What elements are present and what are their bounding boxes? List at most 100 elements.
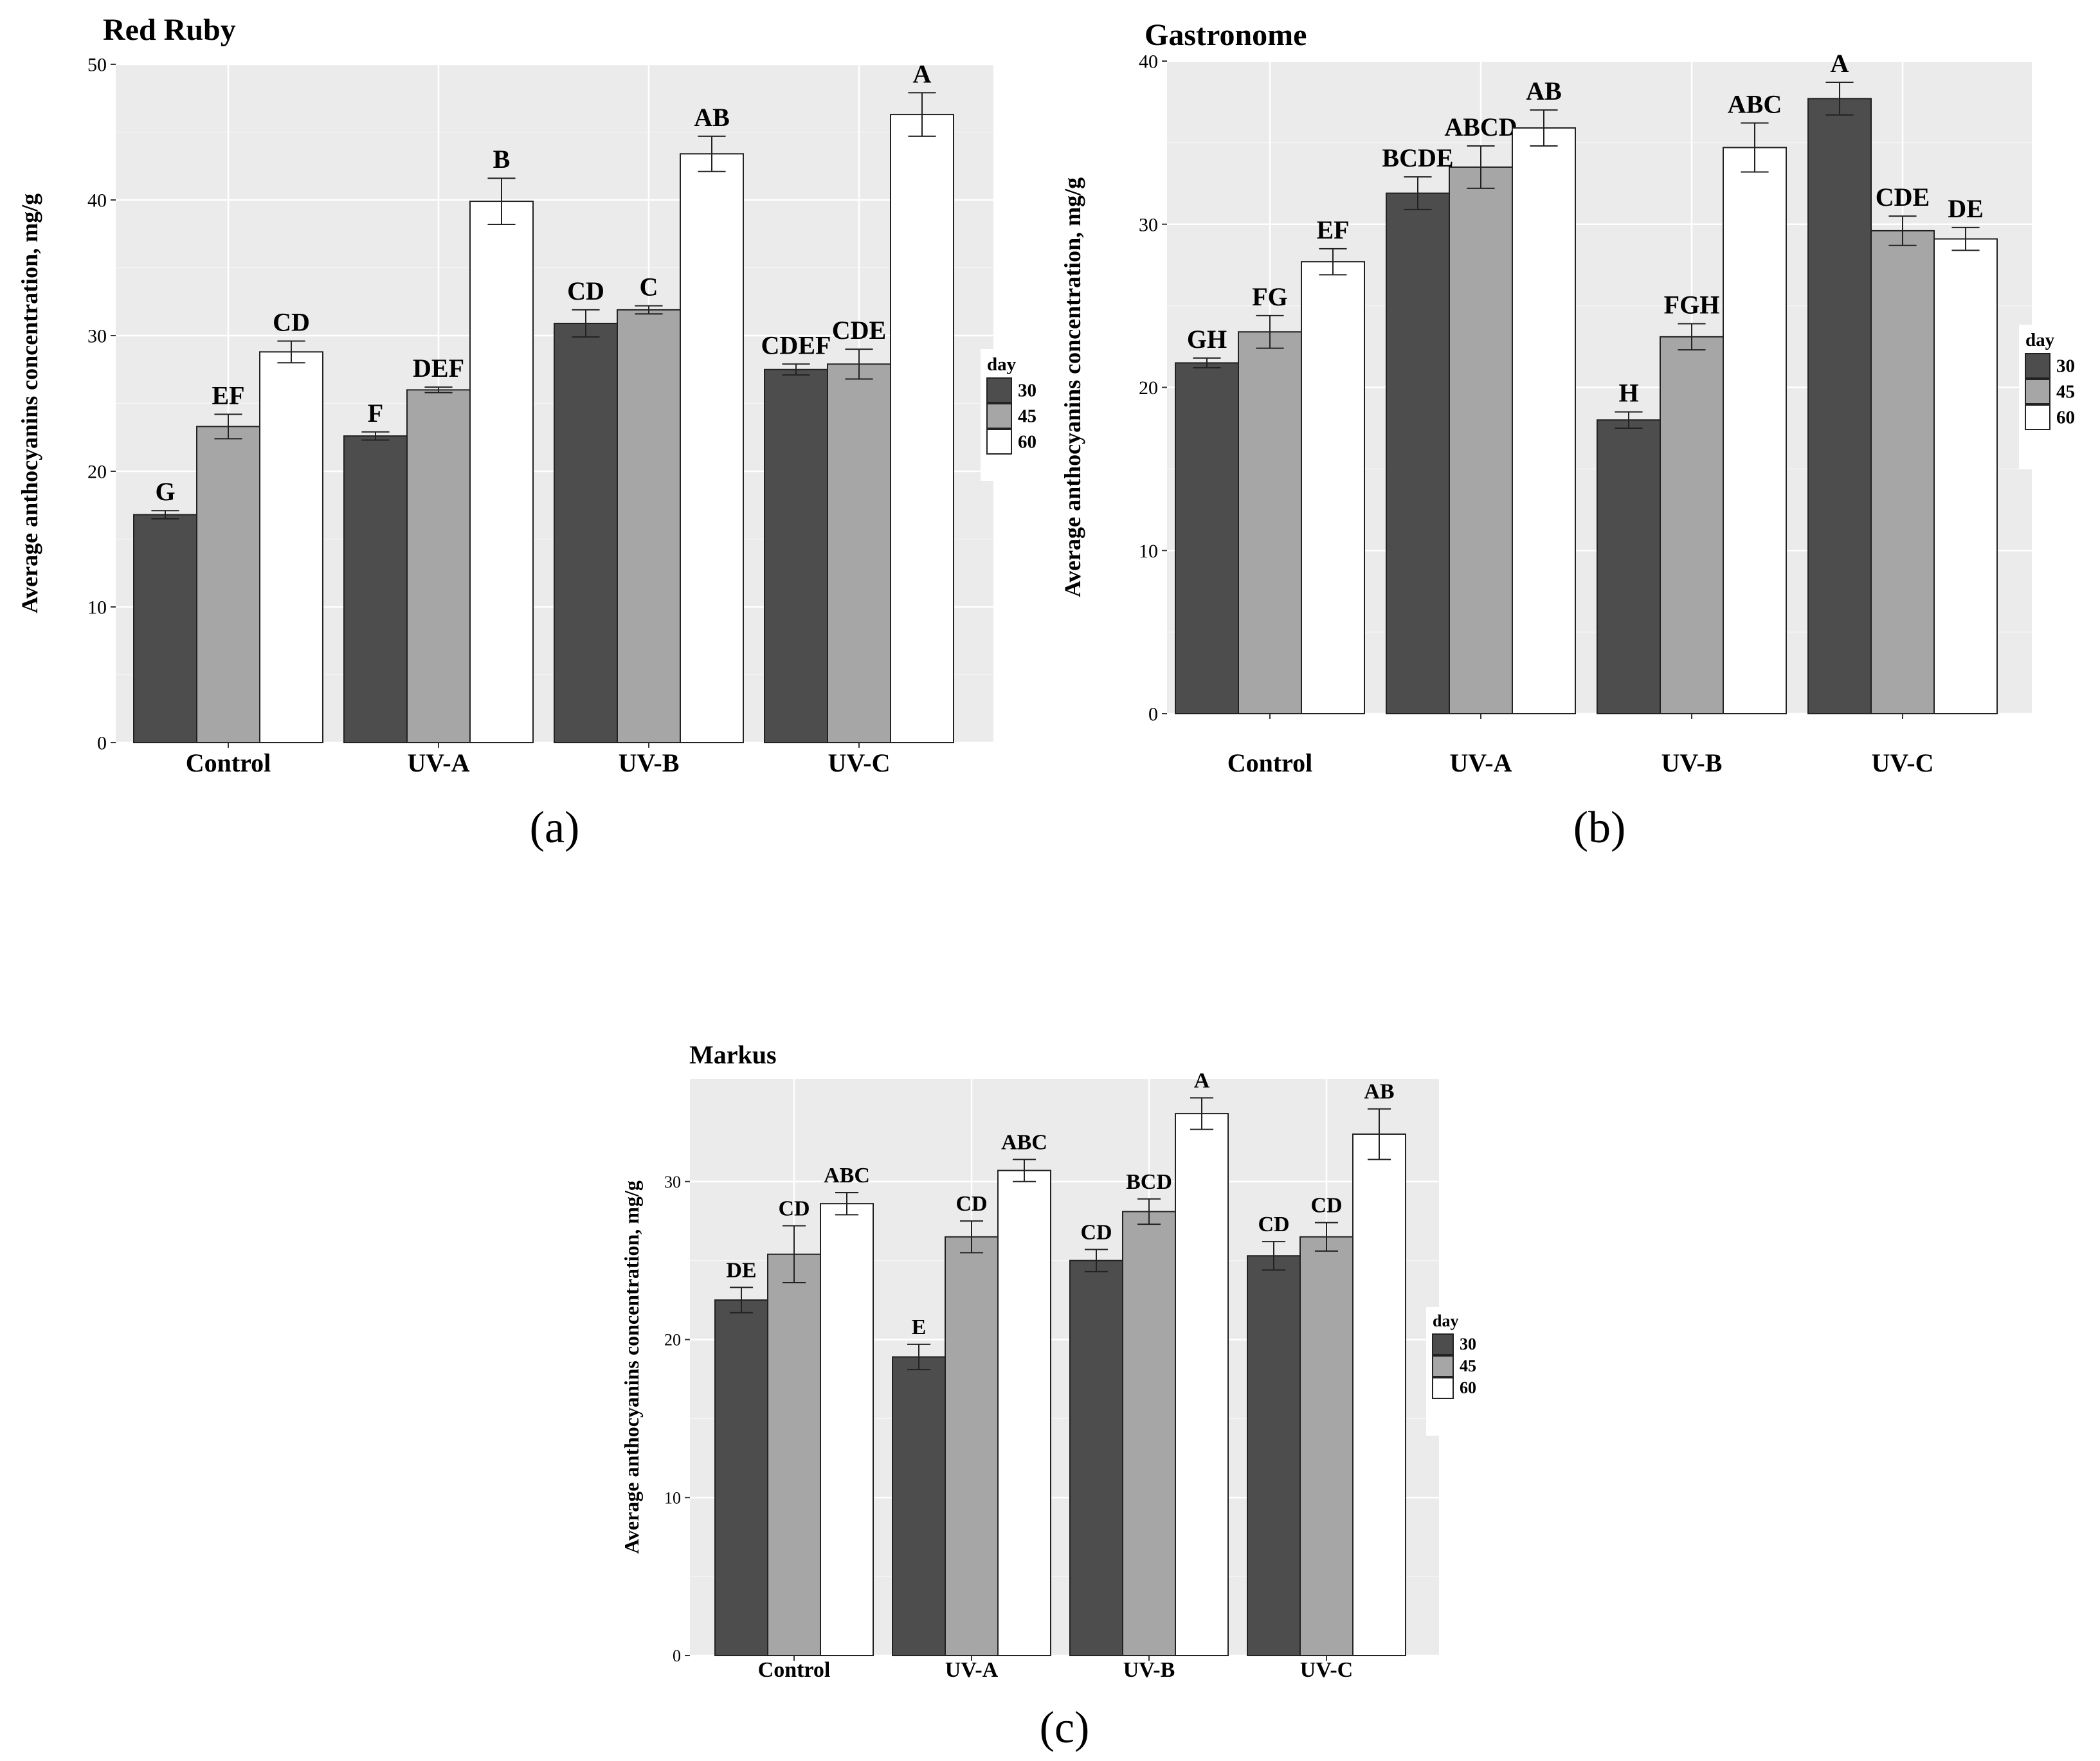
bar-uv-b-day60 xyxy=(680,153,744,743)
y-tick-label: 0 xyxy=(97,733,107,754)
error-bar xyxy=(151,510,179,519)
bar-control-day60 xyxy=(820,1203,874,1657)
error-bar xyxy=(1314,1222,1339,1252)
x-tick-label: UV-C xyxy=(828,748,890,777)
error-bar xyxy=(635,305,663,315)
bar-control-day45 xyxy=(1238,331,1302,714)
error-bar xyxy=(907,1343,931,1371)
x-tick-label: UV-B xyxy=(1661,748,1723,777)
error-bar xyxy=(1404,176,1432,210)
bar-uv-a-day30 xyxy=(892,1356,946,1657)
bar-uv-a-day45 xyxy=(406,389,471,743)
x-tick-label: UV-A xyxy=(1449,748,1512,777)
legend-title: day xyxy=(987,354,1017,375)
error-bar xyxy=(1319,248,1347,276)
error-bar xyxy=(1190,1097,1214,1130)
error-bar xyxy=(782,1225,806,1284)
legend-label: 45 xyxy=(1018,406,1036,427)
error-bar xyxy=(729,1287,754,1314)
error-bar xyxy=(214,413,242,440)
legend-swatch-day30 xyxy=(986,377,1012,403)
error-bar xyxy=(1467,145,1495,189)
bar-uv-a-day60 xyxy=(469,201,534,743)
bar-uv-a-day60 xyxy=(1512,127,1576,715)
significance-label: AB xyxy=(1526,77,1562,105)
significance-label: CD xyxy=(1258,1213,1289,1236)
bar-uv-b-day30 xyxy=(1597,419,1661,714)
bar-control-day45 xyxy=(196,426,260,743)
significance-label: EF xyxy=(1316,215,1349,244)
y-tick-label: 20 xyxy=(87,462,107,483)
significance-label: ABCD xyxy=(1444,113,1517,141)
error-bar xyxy=(1193,357,1221,369)
error-bar xyxy=(782,363,810,376)
y-axis-label: Average anthocyanins concentration, mg/g xyxy=(1060,177,1085,597)
bar-uv-a-day60 xyxy=(997,1169,1051,1656)
significance-label: BCD xyxy=(1126,1170,1172,1194)
bar-uv-b-day60 xyxy=(1723,147,1787,715)
x-tick-label: UV-A xyxy=(407,748,469,777)
error-bar xyxy=(361,431,390,441)
bar-uv-b-day45 xyxy=(1660,336,1724,714)
y-tick-label: 40 xyxy=(1139,51,1158,73)
error-bar xyxy=(572,309,600,338)
significance-label: DE xyxy=(1948,194,1984,223)
significance-label: DEF xyxy=(413,354,464,383)
bar-control-day30 xyxy=(714,1299,768,1656)
legend-swatch-day45 xyxy=(986,403,1012,429)
bar-uv-a-day30 xyxy=(343,435,408,743)
bar-uv-c-day45 xyxy=(1299,1236,1353,1656)
bar-uv-b-day45 xyxy=(1122,1211,1176,1656)
bar-uv-c-day30 xyxy=(764,368,828,743)
legend-swatch-day45 xyxy=(1432,1355,1454,1377)
legend-swatch-day60 xyxy=(2025,404,2050,430)
significance-label: ABC xyxy=(1728,89,1782,118)
x-tick-label: UV-C xyxy=(1871,748,1933,777)
chart-title: Markus xyxy=(689,1040,777,1069)
bar-uv-a-day45 xyxy=(945,1236,999,1656)
bar-uv-b-day30 xyxy=(554,323,618,743)
significance-label: C xyxy=(640,273,658,302)
x-tick-label: UV-B xyxy=(619,748,680,777)
significance-label: A xyxy=(1194,1069,1210,1092)
significance-label: A xyxy=(913,59,932,88)
legend-title: day xyxy=(2025,330,2055,350)
significance-label: E xyxy=(912,1315,927,1339)
bar-uv-c-day60 xyxy=(1352,1133,1406,1656)
error-bar xyxy=(1678,323,1706,351)
significance-label: B xyxy=(493,145,511,174)
bar-uv-b-day60 xyxy=(1175,1113,1229,1657)
significance-label: CDEF xyxy=(761,330,831,359)
panel-caption: (a) xyxy=(530,803,580,853)
significance-label: AB xyxy=(1364,1080,1394,1104)
error-bar xyxy=(277,340,305,364)
bar-uv-c-day30 xyxy=(1247,1255,1301,1657)
significance-label: CDE xyxy=(832,316,886,345)
y-tick-label: 30 xyxy=(87,326,107,347)
significance-label: H xyxy=(1618,379,1638,408)
y-tick-label: 30 xyxy=(664,1173,681,1191)
y-tick-label: 30 xyxy=(1139,214,1158,235)
bar-uv-c-day60 xyxy=(1933,238,1998,714)
y-tick-label: 20 xyxy=(1139,377,1158,399)
bar-control-day60 xyxy=(259,351,323,743)
chart-panel-1: 0 10 20 30 40 50 G EF CD Control F DEF B UV-A CD C AB UV-… xyxy=(17,13,1045,853)
error-bar xyxy=(908,92,936,137)
error-bar xyxy=(845,348,873,380)
error-bar xyxy=(1256,314,1284,349)
significance-label: G xyxy=(155,477,175,506)
significance-label: CD xyxy=(778,1197,810,1221)
legend-swatch-day30 xyxy=(2025,353,2050,379)
legend-label: 45 xyxy=(1460,1357,1476,1375)
y-tick-label: 50 xyxy=(87,55,107,76)
significance-label: AB xyxy=(694,103,730,132)
significance-label: GH xyxy=(1187,325,1227,354)
significance-label: CDE xyxy=(1876,183,1930,212)
error-bar xyxy=(424,386,453,393)
error-bar xyxy=(698,135,726,172)
significance-label: DE xyxy=(726,1258,756,1282)
legend-label: 60 xyxy=(1018,432,1036,453)
error-bar xyxy=(1367,1108,1391,1160)
significance-label: CD xyxy=(1310,1194,1342,1218)
